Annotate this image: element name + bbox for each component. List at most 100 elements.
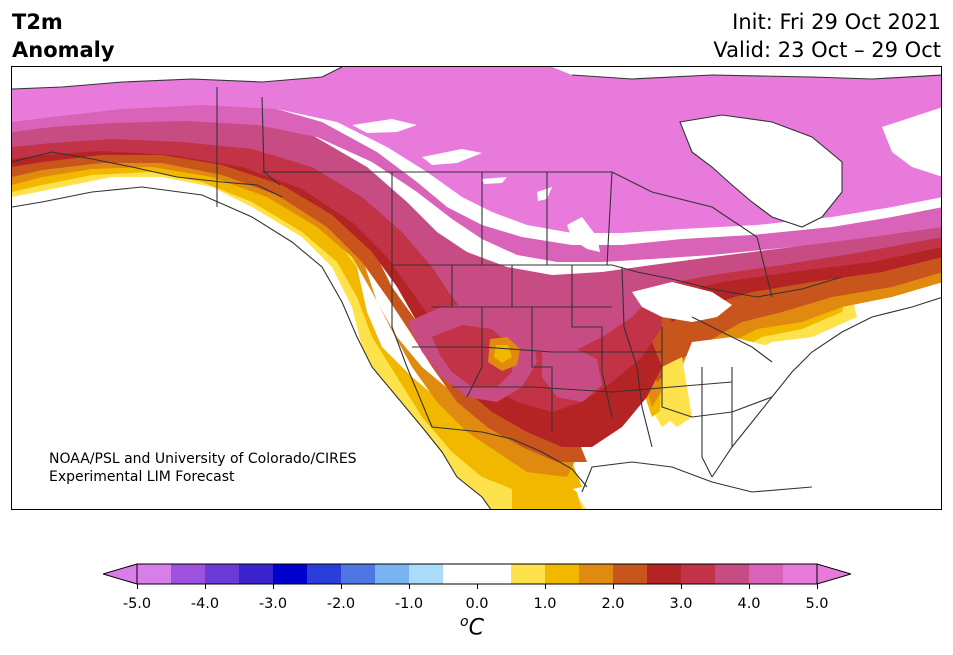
arctic-gap xyxy=(12,67,342,89)
lake-athabasca xyxy=(422,149,482,165)
colorbar-cell xyxy=(749,564,784,584)
colorbar-tick-label: 4.0 xyxy=(737,596,761,612)
state-lines-3 xyxy=(511,265,553,432)
credit-line-2: Experimental LIM Forecast xyxy=(49,469,235,485)
header-left: T2m Anomaly xyxy=(12,8,115,64)
colorbar-tick-label: -2.0 xyxy=(326,596,356,612)
island-1 xyxy=(12,67,343,90)
colorbar-cell xyxy=(613,564,648,584)
contour-5.0 xyxy=(12,67,941,233)
colorbar-cell xyxy=(511,564,546,584)
gulf-of-mexico xyxy=(582,462,941,509)
colorbar-units: oC xyxy=(460,614,484,640)
labrador-sea-gap xyxy=(882,107,941,177)
colorbar-tick-mark xyxy=(273,584,274,589)
colorbar-cell xyxy=(239,564,274,584)
header-right: Init: Fri 29 Oct 2021 Valid: 23 Oct – 29… xyxy=(713,8,941,64)
colorbar-cells xyxy=(137,564,818,584)
gulf-coastline xyxy=(581,461,813,493)
colorbar-tick-label: -5.0 xyxy=(122,596,152,612)
state-lines-8 xyxy=(452,381,733,393)
province-border-5 xyxy=(606,171,613,266)
contour-2.0 xyxy=(12,132,577,477)
units-letter: C xyxy=(468,615,484,641)
lake-winnipeg xyxy=(567,217,600,252)
state-lines-4 xyxy=(571,265,613,418)
colorbar-tick-mark xyxy=(205,584,206,589)
colorbar-extend-high xyxy=(816,563,851,585)
colorbar-extend-low xyxy=(103,563,138,585)
lake-small-2 xyxy=(537,187,552,201)
colorbar-cell xyxy=(307,564,342,584)
colorbar-tick-mark xyxy=(749,584,750,589)
valid-range: Valid: 23 Oct – 29 Oct xyxy=(713,38,941,62)
colorbar-tick-mark xyxy=(341,584,342,589)
colorbar-cell xyxy=(341,564,376,584)
variable-title: T2m xyxy=(12,10,63,34)
colorbar-cell xyxy=(137,564,172,584)
arctic-gap-2 xyxy=(552,67,941,79)
colorbar-tick-label: 2.0 xyxy=(601,596,625,612)
colorbar-tick-mark xyxy=(817,584,818,589)
colorbar-cell xyxy=(715,564,750,584)
colorbar-tick-mark xyxy=(477,584,478,589)
colorbar-tick-label: -4.0 xyxy=(190,596,220,612)
alaska-coast xyxy=(12,151,283,198)
colorbar-tick-label: 0.0 xyxy=(465,596,489,612)
state-lines-5 xyxy=(621,266,653,448)
credit-text: NOAA/PSL and University of Colorado/CIRE… xyxy=(49,450,357,486)
colorbar-tick-label: -3.0 xyxy=(258,596,288,612)
colorbar-tick-mark xyxy=(409,584,410,589)
lake-slave xyxy=(352,119,417,133)
colorbar-cell xyxy=(375,564,410,584)
southeast-white xyxy=(682,337,787,435)
colorbar-tick-label: 1.0 xyxy=(533,596,557,612)
colorbar-cell xyxy=(171,564,206,584)
colorbar-cell xyxy=(681,564,716,584)
water-mask xyxy=(12,67,941,509)
core-gold-sw xyxy=(494,345,512,363)
west-coastline xyxy=(12,186,492,509)
colorbar-cell xyxy=(783,564,818,584)
colorbar-cell xyxy=(443,564,478,584)
colorbar-tick-mark xyxy=(545,584,546,589)
credit-line-1: NOAA/PSL and University of Colorado/CIRE… xyxy=(49,451,357,467)
init-date: Init: Fri 29 Oct 2021 xyxy=(732,10,941,34)
colorbar-cell xyxy=(647,564,682,584)
colorbar-tick-label: 5.0 xyxy=(805,596,829,612)
contour-1.5 xyxy=(12,142,582,497)
state-lines-7 xyxy=(412,346,662,353)
us-mexico-border xyxy=(431,426,588,488)
colorbar-tick-mark xyxy=(681,584,682,589)
colorbar xyxy=(103,563,851,585)
pacific-ocean xyxy=(12,187,491,509)
state-lines-1 xyxy=(391,265,433,428)
colorbar-tick-label: 3.0 xyxy=(669,596,693,612)
degree-sign: o xyxy=(460,614,469,630)
colorbar-tick-mark xyxy=(613,584,614,589)
quebec-border xyxy=(756,236,773,298)
mexico-gold xyxy=(512,477,582,509)
colorbar-cell xyxy=(273,564,308,584)
variable-subtitle: Anomaly xyxy=(12,38,115,62)
colorbar-cell xyxy=(477,564,512,584)
arctic-islands xyxy=(571,74,941,80)
lake-small-1 xyxy=(482,177,507,184)
territory-line xyxy=(262,171,758,238)
colorbar-cell xyxy=(545,564,580,584)
colorbar-tick-label: -1.0 xyxy=(394,596,424,612)
state-lines-11 xyxy=(701,367,713,478)
anomaly-fill xyxy=(12,67,941,509)
state-lines-10 xyxy=(691,316,773,363)
atlantic-ocean xyxy=(752,307,941,482)
hudson-bay xyxy=(680,115,842,227)
colorbar-tick-mark xyxy=(137,584,138,589)
anomaly-map xyxy=(11,66,942,510)
contour-2.5 xyxy=(12,127,587,462)
state-lines-9 xyxy=(661,327,773,418)
colorbar-cell xyxy=(579,564,614,584)
east-coastline xyxy=(711,297,941,478)
hudson-shore xyxy=(679,114,843,228)
boundaries xyxy=(12,67,941,509)
colorbar-cell xyxy=(205,564,240,584)
